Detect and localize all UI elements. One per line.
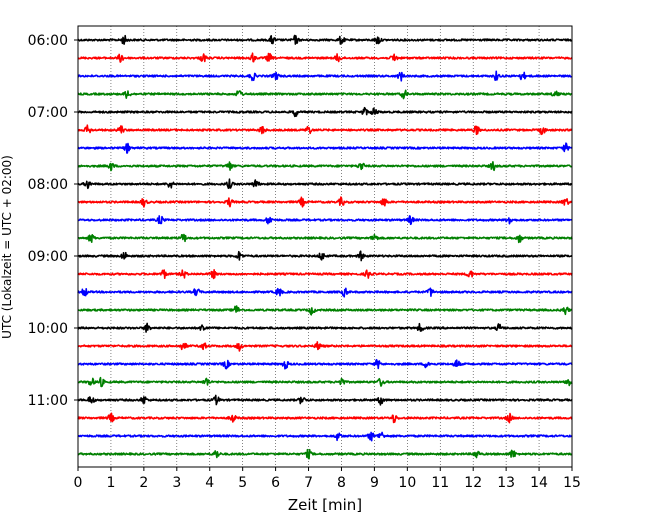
x-tick-label: 4 [205,475,214,491]
seismogram-trace [77,34,573,45]
x-tick-label: 15 [563,475,581,491]
seismogram-traces [77,34,573,460]
x-tick-label: 8 [337,475,346,491]
y-tick-label: 09:00 [28,249,68,265]
y-tick-label: 07:00 [28,105,68,121]
y-tick-label: 10:00 [28,321,68,337]
seismogram-trace [77,70,573,82]
x-axis: 0 1 2 3 4 5 6 7 8 9 10 11 12 13 14 15 [74,467,581,491]
x-tick-label: 13 [497,475,515,491]
x-tick-label: 2 [139,475,148,491]
seismogram-trace [77,124,573,136]
seismogram-trace [77,250,573,262]
x-tick-label: 6 [271,475,280,491]
seismogram-trace [77,215,573,226]
x-tick-label: 11 [431,475,449,491]
x-tick-label: 5 [238,475,247,491]
seismogram-trace [77,376,573,388]
seismogram-trace [77,431,573,442]
seismogram-trace [77,394,573,406]
x-tick-label: 7 [304,475,313,491]
seismogram-trace [77,142,573,154]
x-tick-label: 0 [74,475,83,491]
seismogram-trace [77,448,573,460]
seismogram-trace [77,161,573,172]
y-tick-label: 06:00 [28,33,68,49]
seismogram-trace [77,358,573,370]
seismogram-trace [77,196,573,208]
x-tick-label: 9 [370,475,379,491]
seismogram-trace [77,287,573,298]
seismogram-trace [77,106,573,118]
seismogram-trace [77,178,573,190]
x-axis-label: Zeit [min] [288,496,362,514]
x-tick-label: 10 [398,475,416,491]
seismogram-trace [77,412,573,424]
x-tick-label: 1 [106,475,115,491]
y-axis: 06:00 07:00 08:00 09:00 10:00 11:00 [28,33,78,409]
x-tick-label: 12 [464,475,482,491]
seismogram-trace [77,233,573,244]
seismogram-trace [77,52,573,63]
seismogram-trace [77,89,573,100]
y-axis-label: UTC (Lokalzeit = UTC + 02:00) [0,155,14,339]
plot-frame [77,25,573,468]
y-tick-label: 08:00 [28,177,68,193]
y-tick-label: 11:00 [28,393,68,409]
seismogram-trace [77,269,573,280]
x-tick-label: 14 [530,475,548,491]
seismogram-trace [77,322,573,333]
seismogram-trace [77,341,573,352]
seismogram-trace [77,305,573,316]
x-tick-label: 3 [172,475,181,491]
